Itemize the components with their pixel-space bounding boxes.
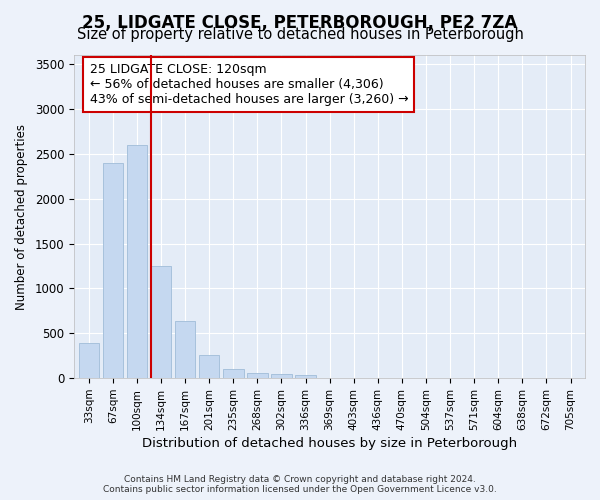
Text: 25 LIDGATE CLOSE: 120sqm
← 56% of detached houses are smaller (4,306)
43% of sem: 25 LIDGATE CLOSE: 120sqm ← 56% of detach… — [89, 63, 408, 106]
Bar — [127, 145, 147, 378]
Bar — [247, 373, 268, 378]
Bar — [175, 320, 196, 378]
Bar — [103, 162, 123, 378]
Bar — [199, 355, 220, 378]
Bar — [79, 343, 99, 378]
Bar — [151, 266, 171, 378]
Text: Contains HM Land Registry data © Crown copyright and database right 2024.
Contai: Contains HM Land Registry data © Crown c… — [103, 474, 497, 494]
Text: 25, LIDGATE CLOSE, PETERBOROUGH, PE2 7ZA: 25, LIDGATE CLOSE, PETERBOROUGH, PE2 7ZA — [82, 14, 518, 32]
Y-axis label: Number of detached properties: Number of detached properties — [15, 124, 28, 310]
Text: Size of property relative to detached houses in Peterborough: Size of property relative to detached ho… — [77, 28, 523, 42]
X-axis label: Distribution of detached houses by size in Peterborough: Distribution of detached houses by size … — [142, 437, 517, 450]
Bar — [223, 369, 244, 378]
Bar — [271, 374, 292, 378]
Bar — [295, 375, 316, 378]
